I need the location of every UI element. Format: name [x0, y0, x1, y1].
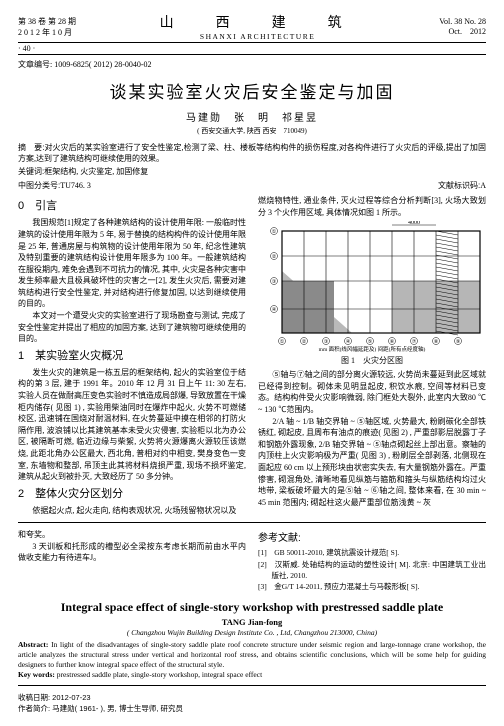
lower-two-column: 和夸奖。 3 天训板和托形成的槽型必全梁按东考虑长期而前由水平内做收支能力有待进…	[18, 529, 486, 594]
affiliation: ( 西安交通大学, 陕西 西安 710049)	[18, 126, 486, 136]
svg-text:⑥: ⑥	[390, 339, 395, 345]
section-2-heading: 2 整体火灾分区划分	[18, 487, 246, 503]
references-list: [1] GB 50011-2010, 建筑抗震设计规范[ S]. [2] 汉斯威…	[258, 548, 486, 594]
svg-text:③: ③	[272, 279, 277, 285]
clc-value: TU746. 3	[60, 181, 91, 190]
abstract-label: 摘 要:	[18, 143, 44, 152]
keywords-label: 关键词:	[18, 167, 44, 176]
date-en: Oct. 2012	[439, 26, 486, 37]
english-title: Integral space effect of single-story wo…	[18, 600, 486, 615]
doccode-label: 文献标识码:	[438, 181, 480, 190]
svg-text:④: ④	[272, 307, 277, 313]
right-column: 燃烧物特性, 通业条件, 灭火过程等综合分析判断[3], 火场大致划分 3 个火…	[258, 195, 486, 516]
svg-text:⑨: ⑨	[456, 339, 461, 345]
section-1-heading: 1 某实验室火灾概况	[18, 349, 246, 365]
english-keywords: Key words: prestressed saddle plate, sin…	[18, 670, 486, 680]
header-rule-2	[18, 54, 486, 55]
svg-text:②: ②	[302, 339, 307, 345]
footer-rule	[18, 685, 486, 686]
svg-text:②: ②	[272, 254, 277, 260]
header-center: 山 西 建 筑 SHANXI ARCHITECTURE	[76, 12, 439, 41]
author-bio: 作者简介: 马建勋( 1961- ), 男, 博士生导师, 研究员	[18, 704, 183, 713]
english-author: TANG Jian-fong	[18, 617, 486, 627]
journal-name-en: SHANXI ARCHITECTURE	[76, 32, 439, 41]
keywords-text: 框架结构, 火灾鉴定, 加固修复	[44, 167, 148, 176]
vol-en: Vol. 38 No. 28	[439, 17, 486, 26]
vol-issue: 第 38 卷 第 28 期	[18, 16, 76, 27]
svg-text:4000: 4000	[408, 221, 420, 226]
journal-name-cn: 山 西 建 筑	[76, 12, 439, 32]
ack-line2: 3 天训板和托形成的槽型必全梁按东考虑长期而前由水平内做收支能力有待进车J。	[18, 541, 246, 564]
authors: 马建勋 张 明 祁星昱	[18, 109, 486, 124]
page-number: · 40 ·	[18, 44, 486, 53]
figure-1-caption: 图 1 火灾分区图	[258, 355, 486, 367]
col2-p1: 燃烧物特性, 通业条件, 灭火过程等综合分析判断[3], 火场大致划分 3 个火…	[258, 195, 486, 218]
svg-text:①: ①	[280, 339, 285, 345]
keywords-cn: 关键词:框架结构, 火灾鉴定, 加固修复	[18, 166, 486, 177]
article-number: 文章编号: 1009-6825( 2012) 28-0040-02	[18, 59, 486, 70]
article-title: 谈某实验室火灾后安全鉴定与加固	[18, 78, 486, 103]
header-rule	[18, 42, 486, 43]
section-2-p1: 依据起火点, 起火走向, 结构表观状况, 火场残留物状况以及	[18, 505, 246, 517]
two-column-body: 0 引言 我国规范[1]规定了各种建筑结构的设计使用年限: 一般临时性建筑的设计…	[18, 195, 486, 516]
clc-label: 中图分类号:	[18, 181, 60, 190]
receipt-date: 收稿日期: 2012-07-23	[18, 693, 91, 702]
lower-left-column: 和夸奖。 3 天训板和托形成的槽型必全梁按东考虑长期而前由水平内做收支能力有待进…	[18, 529, 246, 594]
figure-1-plan: 4000①②③④⑤⑥⑦⑧⑨①②③④mm 面积(线风幅延距及) 间距(所有点经度轴…	[262, 221, 482, 353]
english-abstract-label: Abstract:	[18, 640, 48, 649]
ack-line1: 和夸奖。	[18, 529, 246, 541]
ref-2: [2] 汉斯威. 处轴结构的运动的塑性设计[ M]. 北京: 中国建筑工业出版社…	[258, 560, 486, 582]
ref-3: [3] 金G/T 14-2011, 预应力混凝土与马鞍形板[ S].	[258, 582, 486, 593]
col2-p3: 2/A 轴 ~ 1/B 轴交界轴 ~ ⑤轴区域, 火势最大, 粉刷碳化全部铁锈红…	[258, 416, 486, 509]
svg-text:⑦: ⑦	[412, 339, 417, 345]
section-0-heading: 0 引言	[18, 199, 246, 215]
svg-text:①: ①	[272, 229, 277, 235]
section-0-p1: 我国规范[1]规定了各种建筑结构的设计使用年限: 一般临时性建筑的设计使用年限为…	[18, 217, 246, 310]
doccode-value: A	[480, 181, 486, 190]
abstract-cn: 摘 要:对火灾后的某实验室进行了安全性鉴定,检测了梁、柱、楼板等结构构件的损伤程…	[18, 142, 486, 164]
svg-text:⑧: ⑧	[434, 339, 439, 345]
svg-text:mm 面积(线风幅延距及) 间距(所有点经度轴): mm 面积(线风幅延距及) 间距(所有点经度轴)	[319, 345, 426, 353]
svg-text:④: ④	[346, 339, 351, 345]
header-right: Vol. 38 No. 28 Oct. 2012	[439, 17, 486, 37]
left-column: 0 引言 我国规范[1]规定了各种建筑结构的设计使用年限: 一般临时性建筑的设计…	[18, 195, 246, 516]
ref-1: [1] GB 50011-2010, 建筑抗震设计规范[ S].	[258, 548, 486, 559]
footer: 收稿日期: 2012-07-23 作者简介: 马建勋( 1961- ), 男, …	[18, 692, 486, 714]
section-1-p1: 发生火灾的建筑是一栋五层的框架结构, 起火的实验室位于结构的第 3 层, 建于 …	[18, 367, 246, 483]
svg-text:⑤: ⑤	[368, 339, 373, 345]
page-header: 第 38 卷 第 28 期 2 0 1 2 年 1 0 月 山 西 建 筑 SH…	[18, 12, 486, 41]
english-keywords-label: Key words:	[18, 670, 55, 679]
references-heading: 参考文献:	[258, 532, 486, 547]
col2-p2: ⑤轴与⑦轴之间的部分离火源较远, 火势尚未蔓延到此区域就已经得到控制。砌体未见明…	[258, 369, 486, 415]
header-left: 第 38 卷 第 28 期 2 0 1 2 年 1 0 月	[18, 16, 76, 38]
pub-date: 2 0 1 2 年 1 0 月	[18, 27, 76, 38]
english-affiliation: ( Changzhou Wujin Building Design Instit…	[18, 628, 486, 637]
class-row: 中图分类号:TU746. 3 文献标识码:A	[18, 180, 486, 191]
lower-right-column: 参考文献: [1] GB 50011-2010, 建筑抗震设计规范[ S]. […	[258, 529, 486, 594]
english-abstract-text: In light of the disadvantages of single-…	[18, 640, 486, 669]
section-separator	[18, 522, 486, 523]
section-0-p2: 本文对一个遭受火灾的实验室进行了现场勘查与测试, 完成了安全性鉴定并提出了相应的…	[18, 310, 246, 345]
svg-text:③: ③	[324, 339, 329, 345]
abstract-text: 对火灾后的某实验室进行了安全性鉴定,检测了梁、柱、楼板等结构构件的损伤程度,对各…	[18, 143, 486, 163]
english-keywords-text: prestressed saddle plate, single-story w…	[57, 670, 262, 679]
english-abstract: Abstract: In light of the disadvantages …	[18, 640, 486, 669]
